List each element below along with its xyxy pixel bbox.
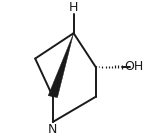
Polygon shape	[48, 33, 74, 98]
Text: OH: OH	[124, 60, 143, 73]
Text: N: N	[48, 123, 57, 136]
Text: H: H	[69, 1, 78, 14]
